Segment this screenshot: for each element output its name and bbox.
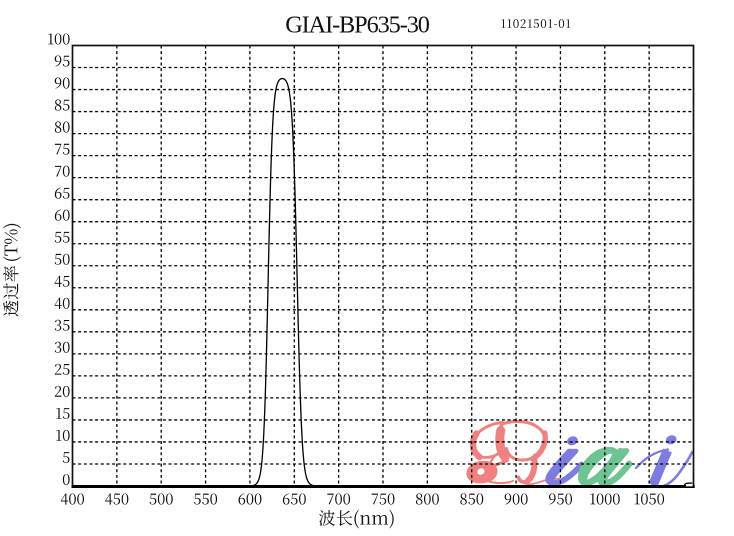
svg-text:GIAI-BP635-30: GIAI-BP635-30 [285, 12, 430, 39]
